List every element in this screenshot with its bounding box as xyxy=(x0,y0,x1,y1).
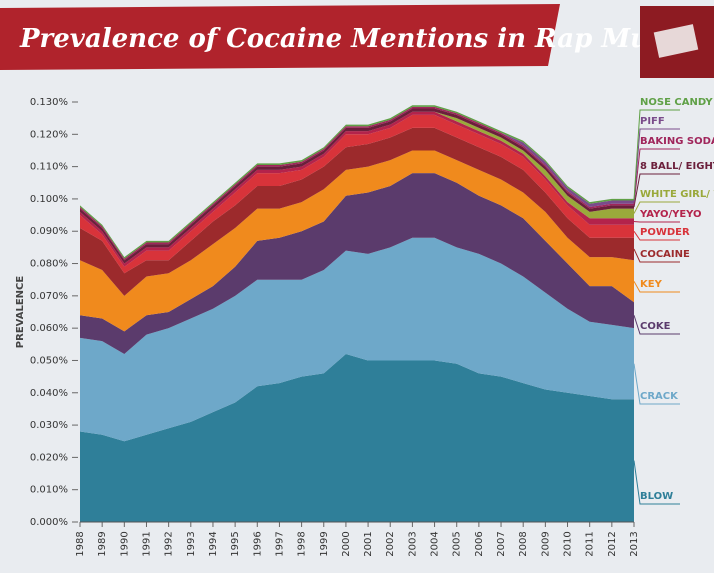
y-tick-label: 0.120% xyxy=(30,129,68,140)
x-tick-label: 1999 xyxy=(319,531,330,556)
x-tick-label: 2003 xyxy=(407,531,418,556)
legend-leader xyxy=(633,315,680,335)
y-tick-label: 0.010% xyxy=(30,485,68,496)
x-tick-label: 1995 xyxy=(230,531,241,556)
chart-title: Prevalence of Cocaine Mentions in Rap Mu… xyxy=(19,24,690,54)
area xyxy=(80,150,634,332)
x-tick-label: 2008 xyxy=(518,531,529,556)
x-tick-label: 2010 xyxy=(563,531,574,556)
area xyxy=(80,237,634,442)
x-tick-label: 1993 xyxy=(186,531,197,556)
x-tick-label: 2013 xyxy=(629,531,640,556)
x-tick-label: 2007 xyxy=(496,531,507,556)
x-tick-label: 1990 xyxy=(119,531,130,556)
x-tick-label: 1988 xyxy=(75,531,86,556)
x-tick-label: 1992 xyxy=(164,531,175,556)
y-tick-label: 0.050% xyxy=(30,355,68,366)
y-tick-label: 0.130% xyxy=(30,97,68,108)
legend-leader xyxy=(633,281,680,293)
x-tick-label: 1998 xyxy=(297,531,308,556)
legend-label: 8 BALL/ EIGHT BALL xyxy=(640,161,714,172)
y-tick-label: 0.090% xyxy=(30,226,68,237)
icon xyxy=(653,24,699,58)
area xyxy=(80,114,634,274)
legend-label: BAKING SODA xyxy=(640,136,714,147)
y-tick-label: 0.070% xyxy=(30,291,68,302)
area xyxy=(80,173,634,354)
x-tick-label: 1994 xyxy=(208,531,219,556)
x-tick-label: 2011 xyxy=(585,531,596,556)
legend-leader xyxy=(633,201,680,214)
x-tick-label: 2005 xyxy=(452,531,463,556)
y-tick-label: 0.060% xyxy=(30,323,68,334)
x-tick-label: 1989 xyxy=(97,531,108,556)
legend-label: COKE xyxy=(640,321,671,332)
x-tick-label: 2004 xyxy=(430,531,441,556)
y-axis-label: PREVALENCE xyxy=(15,276,26,349)
legend-leader xyxy=(633,230,680,241)
area xyxy=(80,354,634,522)
x-tick-label: 2006 xyxy=(474,531,485,556)
x-tick-label: 2012 xyxy=(607,531,618,556)
x-tick-label: 2000 xyxy=(341,531,352,556)
y-tick-label: 0.080% xyxy=(30,259,68,270)
legend-label: PIFF xyxy=(640,116,665,127)
legend-leader xyxy=(633,128,680,203)
legend-label: YAYO/YEYO xyxy=(639,209,702,220)
legend-label: WHITE GIRL/ WHITE LADY xyxy=(640,189,714,200)
x-tick-label: 1996 xyxy=(252,531,263,556)
legend-label: COCAINE xyxy=(640,249,690,260)
legend-label: NOSE CANDY xyxy=(640,97,713,108)
legend-label: CRACK xyxy=(640,391,679,402)
legend-leader xyxy=(633,109,680,200)
y-tick-label: 0.040% xyxy=(30,388,68,399)
title-banner xyxy=(0,4,560,70)
x-tick-label: 1991 xyxy=(141,531,152,556)
legend-label: POWDER xyxy=(640,227,690,238)
x-tick-label: 2002 xyxy=(385,531,396,556)
x-tick-label: 2001 xyxy=(363,531,374,556)
legend-leader xyxy=(633,363,680,405)
legend-label: BLOW xyxy=(640,491,673,502)
y-tick-label: 0.000% xyxy=(30,517,68,528)
y-tick-label: 0.020% xyxy=(30,452,68,463)
y-tick-label: 0.110% xyxy=(30,162,68,173)
x-tick-label: 2009 xyxy=(540,531,551,556)
area xyxy=(80,127,634,296)
y-tick-label: 0.100% xyxy=(30,194,68,205)
legend-leader xyxy=(633,148,680,205)
legend-leader xyxy=(633,173,680,208)
legend-leader xyxy=(633,248,680,263)
y-tick-label: 0.030% xyxy=(30,420,68,431)
legend-label: KEY xyxy=(640,279,663,290)
x-tick-label: 1997 xyxy=(274,531,285,556)
legend-leader xyxy=(633,460,680,505)
